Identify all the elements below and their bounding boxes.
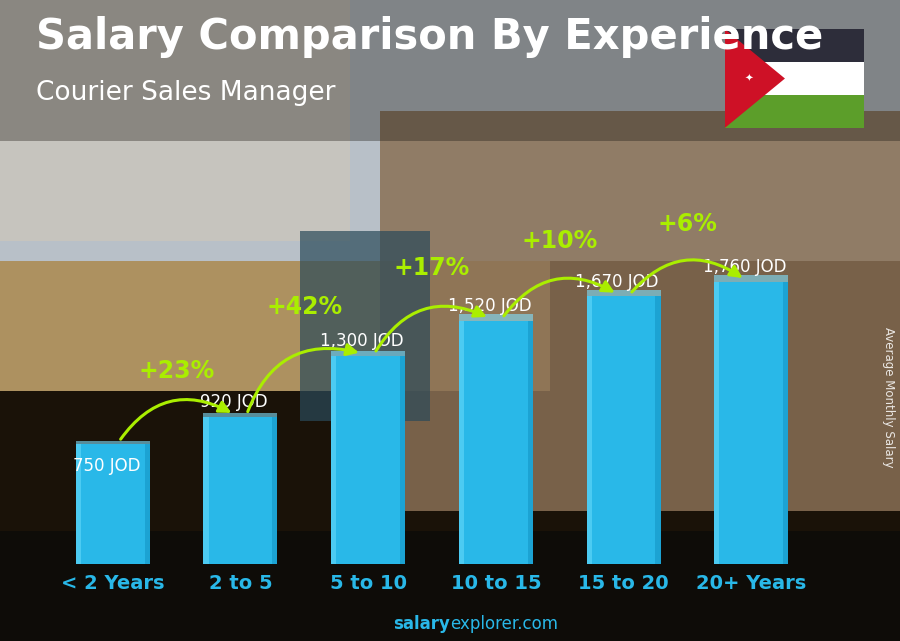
Text: 1,760 JOD: 1,760 JOD: [703, 258, 787, 276]
Polygon shape: [587, 296, 592, 564]
Text: 1,670 JOD: 1,670 JOD: [575, 273, 659, 291]
Polygon shape: [145, 444, 149, 564]
Polygon shape: [331, 356, 405, 564]
Text: salary: salary: [393, 615, 450, 633]
Polygon shape: [527, 320, 533, 564]
Polygon shape: [76, 441, 149, 444]
Polygon shape: [400, 356, 405, 564]
Text: +17%: +17%: [394, 256, 470, 281]
Text: explorer.com: explorer.com: [450, 615, 558, 633]
Polygon shape: [587, 290, 661, 296]
Text: Salary Comparison By Experience: Salary Comparison By Experience: [36, 16, 824, 58]
Polygon shape: [783, 282, 788, 564]
Text: 1,520 JOD: 1,520 JOD: [447, 297, 531, 315]
Polygon shape: [331, 351, 405, 356]
Text: +10%: +10%: [522, 229, 598, 253]
Polygon shape: [724, 29, 785, 128]
Polygon shape: [203, 413, 277, 417]
Bar: [724, 95, 864, 128]
Text: Average Monthly Salary: Average Monthly Salary: [883, 327, 896, 468]
Polygon shape: [715, 282, 788, 564]
Text: ✦: ✦: [744, 74, 753, 83]
Polygon shape: [76, 444, 149, 564]
Polygon shape: [331, 356, 337, 564]
Text: 920 JOD: 920 JOD: [200, 393, 268, 411]
Polygon shape: [76, 444, 81, 564]
Polygon shape: [715, 275, 788, 282]
Polygon shape: [715, 282, 719, 564]
Polygon shape: [0, 0, 900, 261]
Text: 1,300 JOD: 1,300 JOD: [320, 332, 403, 350]
Polygon shape: [587, 296, 661, 564]
Bar: [724, 62, 864, 95]
Text: +42%: +42%: [266, 295, 342, 319]
Polygon shape: [655, 296, 661, 564]
Polygon shape: [0, 0, 350, 241]
Polygon shape: [0, 0, 900, 141]
Polygon shape: [459, 320, 464, 564]
Polygon shape: [0, 261, 900, 641]
Polygon shape: [203, 417, 209, 564]
Polygon shape: [272, 417, 277, 564]
Text: +23%: +23%: [139, 359, 214, 383]
Text: +6%: +6%: [658, 212, 717, 235]
Polygon shape: [380, 111, 900, 511]
Text: Courier Sales Manager: Courier Sales Manager: [36, 80, 336, 106]
Polygon shape: [0, 261, 550, 391]
Text: 750 JOD: 750 JOD: [73, 456, 140, 475]
Polygon shape: [0, 531, 900, 641]
Bar: [724, 29, 864, 62]
Polygon shape: [300, 231, 430, 421]
Polygon shape: [459, 320, 533, 564]
Polygon shape: [203, 417, 277, 564]
Polygon shape: [459, 315, 533, 320]
